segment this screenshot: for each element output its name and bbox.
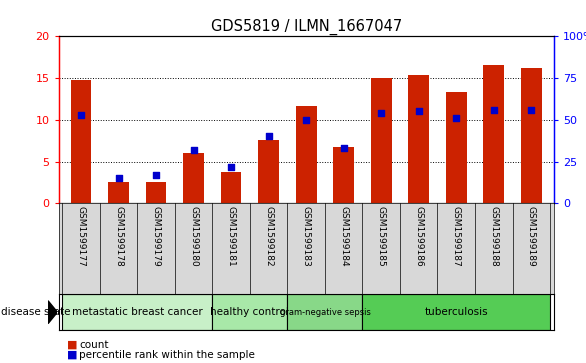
Bar <box>258 140 279 203</box>
Text: percentile rank within the sample: percentile rank within the sample <box>79 350 255 360</box>
Bar <box>521 68 541 203</box>
Bar <box>287 294 363 330</box>
Bar <box>371 78 391 203</box>
Title: GDS5819 / ILMN_1667047: GDS5819 / ILMN_1667047 <box>210 19 402 35</box>
Text: GSM1599187: GSM1599187 <box>452 206 461 267</box>
Bar <box>183 153 204 203</box>
Bar <box>146 182 166 203</box>
Text: GSM1599183: GSM1599183 <box>302 206 311 267</box>
Point <box>377 110 386 116</box>
Text: GSM1599178: GSM1599178 <box>114 206 123 267</box>
Text: ■: ■ <box>67 340 78 350</box>
Polygon shape <box>48 301 57 324</box>
Bar <box>333 147 354 203</box>
Point <box>264 134 273 139</box>
Point <box>189 147 198 153</box>
Point <box>527 107 536 113</box>
Text: count: count <box>79 340 108 350</box>
Text: GSM1599189: GSM1599189 <box>527 206 536 267</box>
Bar <box>212 294 287 330</box>
Text: metastatic breast cancer: metastatic breast cancer <box>72 307 203 317</box>
Text: tuberculosis: tuberculosis <box>424 307 488 317</box>
Point <box>76 112 86 118</box>
Point <box>339 145 349 151</box>
Point <box>151 172 161 178</box>
Point <box>452 115 461 121</box>
Bar <box>483 65 504 203</box>
Bar <box>446 92 466 203</box>
Point <box>489 107 499 113</box>
Bar <box>108 182 129 203</box>
Text: gram-negative sepsis: gram-negative sepsis <box>280 308 370 317</box>
Bar <box>363 294 550 330</box>
Text: GSM1599188: GSM1599188 <box>489 206 498 267</box>
Text: GSM1599181: GSM1599181 <box>227 206 236 267</box>
Point <box>114 175 123 181</box>
Bar <box>62 294 212 330</box>
Point <box>226 164 236 170</box>
Text: disease state: disease state <box>1 307 70 317</box>
Point <box>301 117 311 123</box>
Text: GSM1599182: GSM1599182 <box>264 206 273 267</box>
Text: GSM1599185: GSM1599185 <box>377 206 386 267</box>
Text: GSM1599184: GSM1599184 <box>339 206 348 267</box>
Text: ■: ■ <box>67 350 78 360</box>
Text: GSM1599180: GSM1599180 <box>189 206 198 267</box>
Bar <box>71 80 91 203</box>
Bar <box>408 75 429 203</box>
Point <box>414 109 424 114</box>
Text: healthy control: healthy control <box>210 307 289 317</box>
Bar <box>221 172 241 203</box>
Text: GSM1599177: GSM1599177 <box>77 206 86 267</box>
Bar <box>296 106 316 203</box>
Text: GSM1599186: GSM1599186 <box>414 206 423 267</box>
Text: GSM1599179: GSM1599179 <box>152 206 161 267</box>
